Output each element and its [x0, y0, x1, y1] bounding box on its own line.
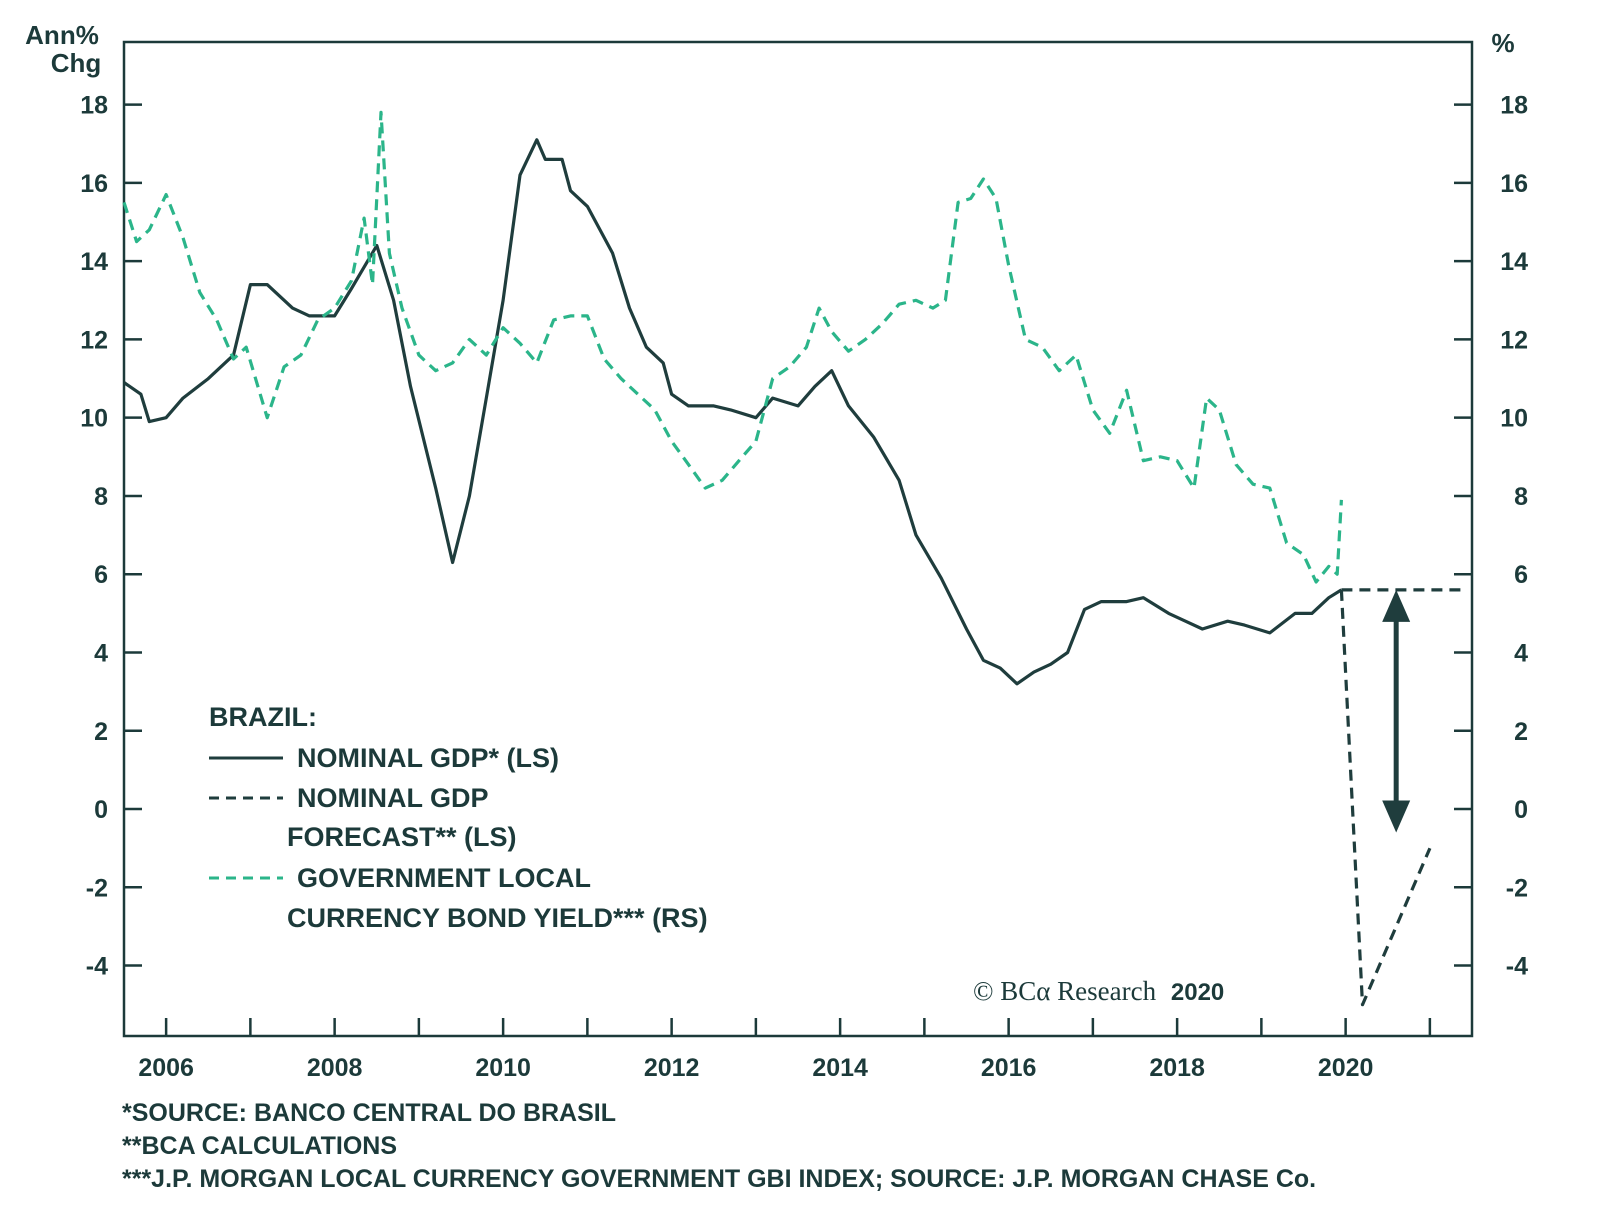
right-y-tick-label: 12 — [1500, 326, 1528, 354]
left-y-tick-label: 16 — [80, 170, 108, 198]
series-line-2 — [122, 110, 1343, 584]
legend-label-nominal-gdp-forecast-line1: NOMINAL GDP — [297, 783, 489, 813]
right-y-tick-label: -2 — [1506, 874, 1528, 902]
x-tick-label: 2010 — [475, 1054, 531, 1082]
legend-label-nominal-gdp: NOMINAL GDP* (LS) — [297, 743, 559, 773]
x-tick-label: 2006 — [138, 1054, 194, 1082]
x-tick-label: 2014 — [812, 1054, 868, 1082]
right-y-tick-label: 4 — [1514, 639, 1528, 667]
left-y-tick-label: 4 — [94, 639, 108, 667]
left-unit-label-line1: Ann% — [25, 20, 99, 50]
legend-title: BRAZIL: — [209, 702, 317, 732]
left-y-tick-label: -2 — [86, 874, 108, 902]
right-y-tick-label: -4 — [1506, 953, 1528, 981]
copyright-text: © BCα Research — [973, 976, 1157, 1006]
copyright-notice: © BCα Research 2020 — [973, 976, 1224, 1006]
left-y-tick-label: 14 — [80, 248, 108, 276]
x-tick-label: 2020 — [1318, 1054, 1374, 1082]
left-y-tick-label: 12 — [80, 326, 108, 354]
legend-label-bond-yield-line1: GOVERNMENT LOCAL — [297, 863, 591, 893]
right-y-tick-label: 0 — [1514, 796, 1528, 824]
series-line-1-segment-0 — [1339, 589, 1432, 1007]
x-tick-label: 2012 — [644, 1054, 700, 1082]
arrow-head-up — [1382, 589, 1411, 622]
right-unit-label: % — [1491, 28, 1514, 58]
left-y-tick-label: 2 — [94, 718, 108, 746]
left-unit-label-line2: Chg — [51, 48, 102, 78]
x-tick-label: 2016 — [981, 1054, 1037, 1082]
right-y-tick-label: 16 — [1500, 170, 1528, 198]
footnote-1: *SOURCE: BANCO CENTRAL DO BRASIL — [122, 1099, 616, 1127]
right-y-tick-label: 14 — [1500, 248, 1528, 276]
right-y-tick-label: 6 — [1514, 561, 1528, 589]
x-tick-label: 2008 — [307, 1054, 363, 1082]
plot-area: 2006 2008 2010 2012 2014 2016 2018 202018161412… — [80, 40, 1528, 1082]
right-y-tick-label: 18 — [1500, 92, 1528, 120]
legend-label-nominal-gdp-forecast-line2: FORECAST** (LS) — [287, 822, 517, 852]
left-y-tick-label: 6 — [94, 561, 108, 589]
right-y-tick-label: 8 — [1514, 483, 1528, 511]
plot-frame — [122, 40, 1474, 1038]
right-y-tick-label: 10 — [1500, 405, 1528, 433]
arrow-head-down — [1382, 800, 1411, 833]
legend-label-bond-yield-line2: CURRENCY BOND YIELD*** (RS) — [287, 903, 708, 933]
left-y-tick-label: 10 — [80, 405, 108, 433]
left-y-tick-label: 18 — [80, 92, 108, 120]
left-y-tick-label: 8 — [94, 483, 108, 511]
x-tick-label: 2018 — [1149, 1054, 1205, 1082]
left-y-tick-label: -4 — [86, 953, 108, 981]
footnote-2: **BCA CALCULATIONS — [122, 1132, 397, 1160]
right-y-tick-label: 2 — [1514, 718, 1528, 746]
copyright-year: 2020 — [1171, 979, 1224, 1006]
legend: BRAZIL: NOMINAL GDP* (LS) NOMINAL GDP FO… — [209, 702, 708, 933]
left-y-tick-label: 0 — [94, 796, 108, 824]
series-line-0 — [123, 138, 1343, 686]
footnote-3: ***J.P. MORGAN LOCAL CURRENCY GOVERNMENT… — [122, 1165, 1317, 1193]
